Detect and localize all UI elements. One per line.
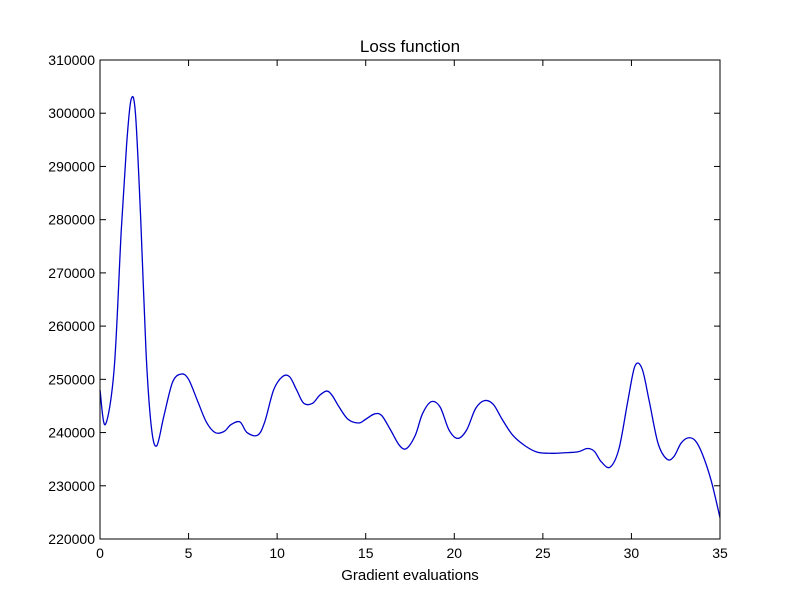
y-tick-label: 270000	[48, 265, 95, 281]
y-tick-label: 280000	[48, 212, 95, 228]
x-tick-label: 30	[624, 545, 640, 561]
y-tick-label: 240000	[48, 425, 95, 441]
axis-ticks: 0 5 10 15 20 25 30 35 220000 230000 240000 250000 26…	[48, 52, 728, 561]
x-tick-label: 35	[712, 545, 728, 561]
y-tick-label: 290000	[48, 158, 95, 174]
y-tick-label: 260000	[48, 318, 95, 334]
y-tick-label: 310000	[48, 52, 95, 68]
x-tick-label: 15	[358, 545, 374, 561]
x-tick-label: 5	[185, 545, 193, 561]
y-tick-label: 220000	[48, 531, 95, 547]
x-tick-label: 25	[535, 545, 551, 561]
x-tick-label: 10	[269, 545, 285, 561]
chart-title: Loss function	[360, 37, 460, 56]
y-tick-label: 230000	[48, 478, 95, 494]
y-tick-label: 300000	[48, 105, 95, 121]
x-axis-label: Gradient evaluations	[341, 567, 479, 584]
plot-frame	[99, 59, 721, 540]
loss-line	[99, 95, 721, 518]
x-tick-label: 20	[446, 545, 462, 561]
x-tick-label: 0	[96, 545, 104, 561]
y-tick-label: 250000	[48, 371, 95, 387]
